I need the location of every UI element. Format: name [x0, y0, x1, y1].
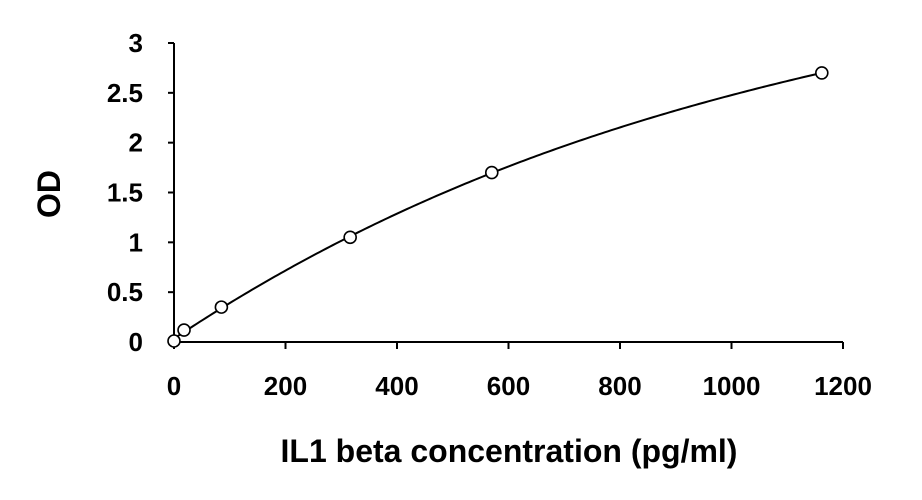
- data-points: [167, 66, 829, 348]
- y-tick-label: 0: [129, 327, 143, 357]
- y-tick-label: 0.5: [107, 277, 143, 307]
- x-tick-label: 1200: [814, 371, 872, 401]
- y-tick-label: 1: [129, 227, 143, 257]
- y-axis-title: OD: [31, 170, 67, 218]
- axes: [173, 43, 843, 343]
- x-tick-label: 200: [264, 371, 307, 401]
- data-point: [343, 230, 357, 245]
- x-tick-label: 0: [167, 371, 181, 401]
- x-tick-label: 600: [487, 371, 530, 401]
- ticks: 0 0.5 1 1.5 2 2.5 3 0 200 400 600 800 1000 1200: [107, 28, 872, 401]
- fit-curve: [173, 71, 823, 340]
- y-tick-label: 2.5: [107, 78, 143, 108]
- x-axis-title: IL1 beta concentration (pg/ml): [281, 433, 738, 469]
- data-point: [484, 165, 499, 180]
- data-point: [167, 334, 181, 348]
- data-point: [815, 66, 829, 80]
- x-tick-label: 1000: [703, 371, 761, 401]
- trendline: [173, 71, 823, 340]
- y-tick-label: 1.5: [107, 178, 143, 208]
- data-point: [177, 323, 191, 337]
- y-tick-label: 3: [129, 28, 143, 58]
- data-point: [214, 300, 229, 314]
- x-tick-label: 400: [375, 371, 418, 401]
- x-tick-label: 800: [598, 371, 641, 401]
- y-tick-label: 2: [129, 128, 143, 158]
